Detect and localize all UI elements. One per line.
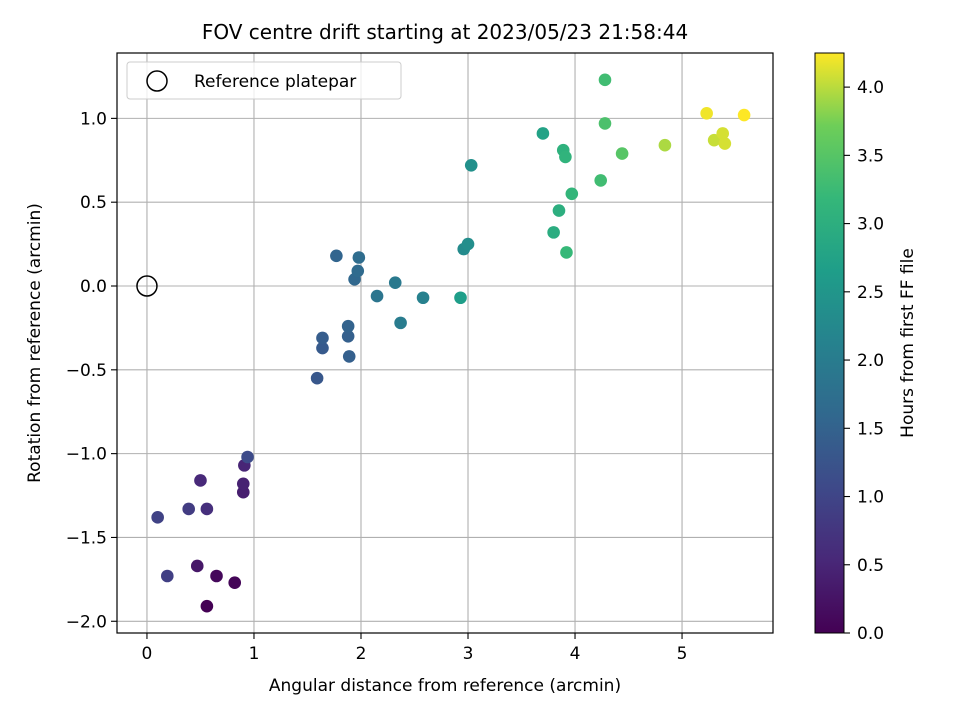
y-tick-label: 1.0 [80, 109, 107, 129]
colorbar-label: Hours from first FF file [898, 248, 918, 438]
y-tick-label: 0.0 [80, 277, 107, 297]
data-point [151, 511, 164, 524]
data-point [351, 264, 365, 278]
data-point [182, 502, 195, 516]
data-point [236, 477, 250, 491]
colorbar-tick-label: 2.5 [857, 283, 884, 303]
y-tick-label: 0.5 [80, 193, 107, 213]
colorbar-ticks: 0.0 0.5 1.0 1.5 2.0 2.5 3.0 3.5 4.0 [844, 78, 884, 644]
colorbar-tick-label: 0.5 [857, 556, 884, 576]
data-point [598, 73, 612, 87]
data-point [416, 291, 430, 305]
chart-title: FOV centre drift starting at 2023/05/23 … [202, 20, 688, 44]
data-points [151, 73, 751, 613]
data-point [210, 569, 223, 583]
legend-marker-circle-icon [146, 70, 168, 92]
data-point [594, 174, 608, 187]
x-tick-label: 0 [142, 644, 153, 664]
plot-frame [116, 52, 774, 634]
y-tick-label: −1.5 [66, 528, 107, 548]
legend: Reference platepar [126, 61, 402, 100]
data-point [737, 108, 751, 122]
colorbar-tick-label: 1.5 [857, 419, 884, 439]
x-axis-ticks: 0 1 2 3 4 5 [142, 633, 688, 664]
data-point [464, 159, 478, 172]
colorbar-tick-label: 3.5 [857, 146, 884, 166]
data-point [194, 474, 207, 487]
data-point [370, 289, 384, 303]
data-point [454, 291, 467, 305]
colorbar: 0.0 0.5 1.0 1.5 2.0 2.5 3.0 3.5 4.0 Hours from f… [814, 52, 918, 644]
colorbar-gradient [814, 52, 845, 634]
legend-entry-reference-platepar: Reference platepar [194, 72, 356, 92]
x-tick-label: 5 [677, 644, 688, 664]
colorbar-tick-label: 4.0 [857, 78, 884, 98]
data-point [316, 341, 329, 355]
data-point [559, 150, 572, 164]
data-point [341, 319, 355, 333]
data-point [200, 502, 214, 516]
y-axis-ticks: −2.0 −1.5 −1.0 −0.5 0.0 0.5 1.0 [66, 109, 117, 632]
colorbar-tick-label: 2.0 [857, 351, 884, 371]
data-point [310, 371, 324, 385]
data-point [536, 127, 550, 140]
data-point [598, 117, 612, 130]
legend-box [126, 61, 402, 100]
y-tick-label: −0.5 [66, 361, 107, 381]
data-point [228, 576, 242, 590]
data-point [547, 226, 560, 239]
data-point [718, 137, 732, 150]
colorbar-tick-label: 1.0 [857, 488, 884, 508]
x-tick-label: 2 [356, 644, 367, 664]
data-point [560, 246, 573, 259]
data-point [565, 187, 579, 201]
grid [117, 53, 773, 633]
y-tick-label: −2.0 [66, 612, 107, 632]
data-point [160, 569, 174, 583]
data-point [330, 249, 343, 263]
data-point [388, 276, 402, 289]
reference-marker-group [136, 275, 158, 297]
data-point [552, 204, 566, 217]
x-tick-label: 1 [249, 644, 260, 664]
data-point [241, 450, 254, 464]
x-axis-label: Angular distance from reference (arcmin) [269, 676, 621, 696]
data-point [615, 147, 629, 160]
data-point [716, 127, 730, 140]
colorbar-tick-label: 0.0 [857, 624, 884, 644]
data-point [352, 251, 366, 264]
data-point [394, 316, 407, 330]
reference-platepar-marker [136, 275, 158, 297]
x-tick-label: 3 [463, 644, 474, 664]
data-point [341, 329, 355, 343]
data-point [658, 138, 672, 152]
data-point [200, 599, 214, 613]
data-point [316, 331, 329, 345]
data-point [700, 107, 713, 120]
data-point [190, 559, 204, 573]
data-point [461, 237, 475, 251]
y-tick-label: −1.0 [66, 445, 107, 465]
colorbar-tick-label: 3.0 [857, 215, 884, 235]
y-axis-label: Rotation from reference (arcmin) [25, 203, 45, 483]
data-point [707, 133, 721, 147]
data-point [342, 350, 356, 363]
x-tick-label: 4 [570, 644, 581, 664]
